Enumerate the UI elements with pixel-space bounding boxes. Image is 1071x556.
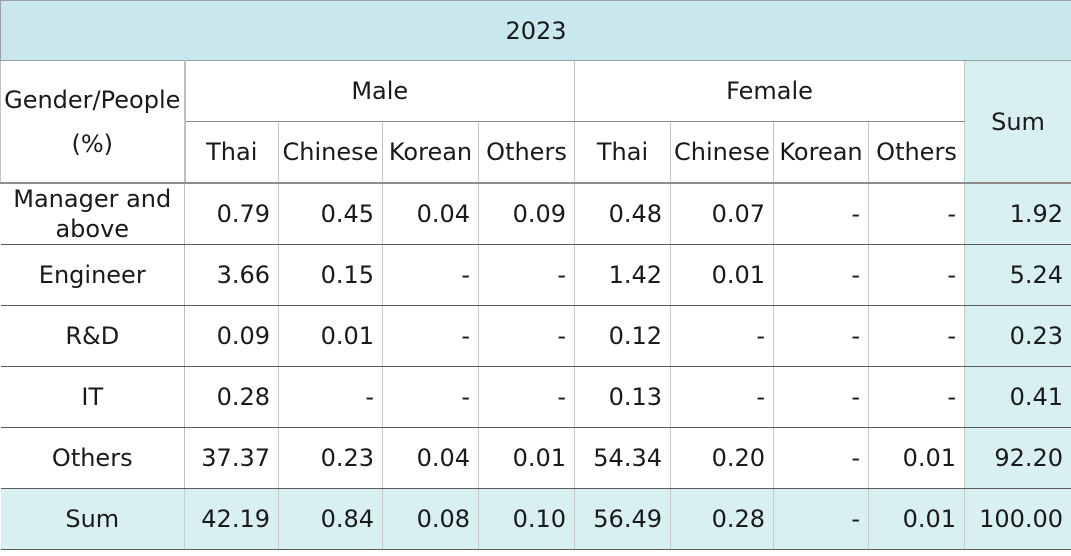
female-group-header: Female — [574, 60, 965, 122]
table-row: Manager and above 0.79 0.45 0.04 0.09 0.… — [0, 183, 1071, 245]
table-cell: - — [773, 183, 869, 245]
female-chinese-header: Chinese — [670, 121, 774, 184]
table-cell: - — [868, 366, 965, 428]
table-cell: - — [773, 427, 869, 489]
table-cell: 0.01 — [670, 244, 774, 306]
table-cell: - — [382, 305, 479, 367]
total-cell: 56.49 — [574, 488, 671, 550]
table-cell: 0.20 — [670, 427, 774, 489]
table-cell: 0.28 — [184, 366, 279, 428]
male-thai-header: Thai — [184, 121, 279, 184]
table-row: R&D 0.09 0.01 - - 0.12 - - - 0.23 — [0, 305, 1071, 367]
row-label: R&D — [0, 305, 185, 367]
table-cell: 1.42 — [574, 244, 671, 306]
table-cell: - — [868, 183, 965, 245]
row-label: IT — [0, 366, 185, 428]
group-header-row: Gender/People (%) Male Female Sum — [0, 60, 1071, 184]
table-cell: 0.07 — [670, 183, 774, 245]
table-cell: - — [478, 366, 575, 428]
table-row: IT 0.28 - - - 0.13 - - - 0.41 — [0, 366, 1071, 428]
sum-column-header: Sum — [963, 60, 1071, 184]
table-cell: 0.01 — [868, 427, 965, 489]
year-header-row: 2023 — [0, 0, 1071, 61]
table-cell: 0.23 — [278, 427, 383, 489]
male-chinese-header: Chinese — [278, 121, 383, 184]
nationality-header-row: Thai Chinese Korean Others Thai Chinese … — [1, 121, 1071, 184]
row-sum-cell: 92.20 — [964, 427, 1071, 489]
total-cell: 0.10 — [478, 488, 575, 550]
table-cell: 0.79 — [184, 183, 279, 245]
row-sum-cell: 0.23 — [964, 305, 1071, 367]
male-korean-header: Korean — [382, 121, 479, 184]
corner-header: Gender/People (%) — [0, 60, 186, 184]
table-row: Others 37.37 0.23 0.04 0.01 54.34 0.20 -… — [0, 427, 1071, 489]
table-cell: 0.48 — [574, 183, 671, 245]
table-cell: 0.13 — [574, 366, 671, 428]
row-sum-cell: 5.24 — [964, 244, 1071, 306]
table-cell: - — [773, 305, 869, 367]
table-cell: 0.01 — [478, 427, 575, 489]
table-cell: - — [868, 244, 965, 306]
total-cell: 42.19 — [184, 488, 279, 550]
table-cell: - — [382, 366, 479, 428]
grand-total-cell: 100.00 — [964, 488, 1071, 550]
table-row: Engineer 3.66 0.15 - - 1.42 0.01 - - 5.2… — [0, 244, 1071, 306]
table-cell: - — [382, 244, 479, 306]
row-label: Engineer — [0, 244, 185, 306]
year-label: 2023 — [0, 0, 1071, 61]
table-cell: 0.04 — [382, 427, 479, 489]
table-cell: 0.12 — [574, 305, 671, 367]
table-cell: - — [773, 244, 869, 306]
female-thai-header: Thai — [574, 121, 671, 184]
row-label: Others — [0, 427, 185, 489]
row-sum-cell: 1.92 — [964, 183, 1071, 245]
table-cell: - — [670, 366, 774, 428]
table-cell: 37.37 — [184, 427, 279, 489]
table-cell: 0.15 — [278, 244, 383, 306]
total-cell: - — [773, 488, 869, 550]
table-cell: 3.66 — [184, 244, 279, 306]
table-cell: 0.04 — [382, 183, 479, 245]
male-others-header: Others — [478, 121, 575, 184]
male-group-header: Male — [184, 60, 575, 122]
female-korean-header: Korean — [773, 121, 869, 184]
table-cell: - — [670, 305, 774, 367]
total-cell: 0.84 — [278, 488, 383, 550]
table-cell: 0.01 — [278, 305, 383, 367]
table-cell: 0.09 — [478, 183, 575, 245]
table-cell: 54.34 — [574, 427, 671, 489]
total-cell: 0.01 — [868, 488, 965, 550]
table-cell: - — [478, 244, 575, 306]
total-row-label: Sum — [0, 488, 185, 550]
total-cell: 0.08 — [382, 488, 479, 550]
female-others-header: Others — [868, 121, 965, 184]
table-cell: - — [278, 366, 383, 428]
table-cell: - — [773, 366, 869, 428]
table-cell: - — [478, 305, 575, 367]
row-label: Manager and above — [0, 183, 185, 245]
table-cell: 0.45 — [278, 183, 383, 245]
table-cell: - — [868, 305, 965, 367]
table-cell: 0.09 — [184, 305, 279, 367]
total-cell: 0.28 — [670, 488, 774, 550]
total-row: Sum 42.19 0.84 0.08 0.10 56.49 0.28 - 0.… — [0, 488, 1071, 550]
row-sum-cell: 0.41 — [964, 366, 1071, 428]
